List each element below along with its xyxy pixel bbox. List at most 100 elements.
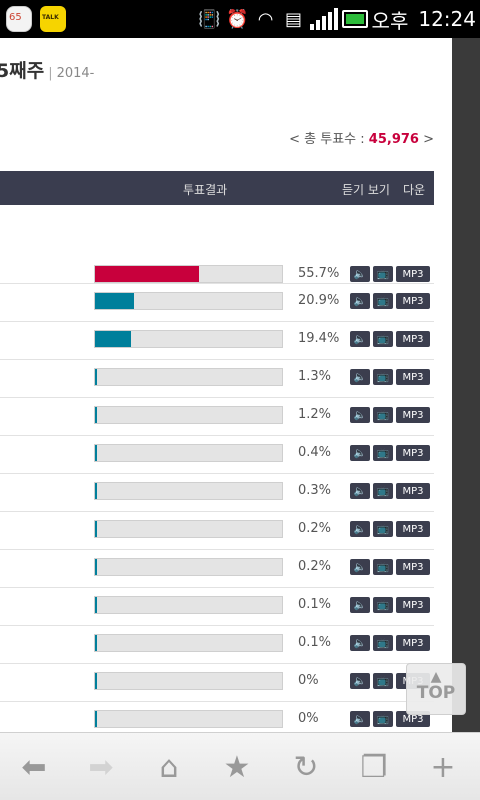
side-scroll-area[interactable] (452, 38, 480, 732)
add-icon[interactable]: + (430, 750, 456, 785)
listen-icon[interactable]: 🔈 (350, 559, 370, 575)
vote-bar-track (94, 444, 283, 462)
listen-icon[interactable]: 🔈 (350, 293, 370, 309)
status-bar: 65 TALK 📳 ⏰ ◠ ▤ 오후 12:24 (0, 0, 480, 38)
status-time: 12:24 (418, 7, 476, 31)
mp3-download-button[interactable]: MP3 (396, 407, 430, 423)
vote-bar-track (94, 330, 283, 348)
watch-video-icon[interactable]: 📺 (373, 521, 393, 537)
vote-bar-fill (95, 673, 97, 689)
vote-percent: 0.2% (298, 559, 332, 574)
table-row: 55.7% 🔈 📺 MP3 (0, 205, 434, 284)
watch-video-icon[interactable]: 📺 (373, 266, 393, 282)
watch-video-icon[interactable]: 📺 (373, 673, 393, 689)
sd-card-icon: ▤ (285, 8, 303, 30)
listen-icon[interactable]: 🔈 (350, 331, 370, 347)
vote-bar-track (94, 596, 283, 614)
table-row: 0%🔈📺MP3 (0, 664, 434, 702)
talk-label: TALK (42, 14, 59, 21)
vote-percent: 1.2% (298, 407, 332, 422)
watch-video-icon[interactable]: 📺 (373, 369, 393, 385)
kakaotalk-icon: TALK (40, 6, 66, 32)
mp3-download-button[interactable]: MP3 (396, 559, 430, 575)
header-listen: 듣기 보기 (342, 183, 390, 197)
vote-bar-track (94, 710, 283, 728)
vote-percent: 0% (298, 711, 319, 726)
mp3-download-button[interactable]: MP3 (396, 597, 430, 613)
total-votes-suffix: > (418, 132, 434, 147)
mp3-download-button[interactable]: MP3 (396, 293, 430, 309)
watch-video-icon[interactable]: 📺 (373, 331, 393, 347)
mail-badge: 65 (9, 12, 22, 23)
vote-bar-fill (95, 369, 98, 385)
header-result: 투표결과 (183, 183, 228, 197)
listen-icon[interactable]: 🔈 (350, 266, 370, 282)
mp3-download-button[interactable]: MP3 (396, 635, 430, 651)
table-row: 0.2% 🔈 📺 MP3 (0, 512, 434, 550)
vote-bar-track (94, 634, 283, 652)
forward-icon[interactable]: ➡ (88, 750, 114, 785)
table-header: 투표결과 듣기 보기 다운 (0, 171, 434, 205)
table-row: 19.4% 🔈 📺 MP3 (0, 322, 434, 360)
listen-icon[interactable]: 🔈 (350, 521, 370, 537)
watch-video-icon[interactable]: 📺 (373, 711, 393, 727)
table-row: 20.9% 🔈 📺 MP3 (0, 284, 434, 322)
mp3-download-button[interactable]: MP3 (396, 483, 430, 499)
page-content[interactable]: 5째주 | 2014- < 총 투표수 : 45,976 > 투표결과 듣기 보… (0, 38, 452, 732)
back-icon[interactable]: ⬅ (21, 750, 47, 785)
mp3-download-button[interactable]: MP3 (396, 521, 430, 537)
watch-video-icon[interactable]: 📺 (373, 597, 393, 613)
vote-bar-track (94, 558, 283, 576)
listen-icon[interactable]: 🔈 (350, 407, 370, 423)
listen-icon[interactable]: 🔈 (350, 673, 370, 689)
scroll-top-button[interactable]: ▲ TOP (406, 663, 466, 715)
vote-bar-track (94, 406, 283, 424)
watch-video-icon[interactable]: 📺 (373, 483, 393, 499)
mp3-download-button[interactable]: MP3 (396, 266, 430, 282)
listen-icon[interactable]: 🔈 (350, 597, 370, 613)
mail-notification-icon: 65 (6, 6, 32, 32)
vote-percent: 0.1% (298, 597, 332, 612)
alarm-icon: ⏰ (226, 8, 249, 30)
mp3-download-button[interactable]: MP3 (396, 711, 430, 727)
vote-percent: 1.3% (298, 369, 332, 384)
tabs-icon[interactable]: ❐ (360, 750, 388, 785)
vote-bar-fill (95, 559, 97, 575)
vote-bar-track (94, 265, 283, 283)
listen-icon[interactable]: 🔈 (350, 445, 370, 461)
mp3-download-button[interactable]: MP3 (396, 331, 430, 347)
vote-percent: 0.3% (298, 483, 332, 498)
vote-bar-track (94, 520, 283, 538)
vote-bar-fill (95, 407, 98, 423)
home-icon[interactable]: ⌂ (159, 750, 179, 785)
listen-icon[interactable]: 🔈 (350, 635, 370, 651)
browser-toolbar: ⬅ ➡ ⌂ ★ ↻ ❐ + (0, 732, 480, 800)
vote-results-list: 55.7% 🔈 📺 MP3 20.9% 🔈 📺 MP3 19.4% 🔈 📺 MP3 1.3% 🔈 📺 MP3 1… (0, 205, 434, 732)
vote-bar-fill (95, 711, 97, 727)
listen-icon[interactable]: 🔈 (350, 711, 370, 727)
bookmark-star-icon[interactable]: ★ (223, 750, 251, 785)
listen-icon[interactable]: 🔈 (350, 483, 370, 499)
vote-percent: 0% (298, 673, 319, 688)
title-separator: | (48, 66, 53, 81)
mp3-download-button[interactable]: MP3 (396, 369, 430, 385)
vote-bar-fill (95, 521, 97, 537)
total-votes: < 총 투표수 : 45,976 > (289, 128, 434, 147)
status-right: 📳 ⏰ ◠ ▤ 오후 12:24 (198, 4, 476, 34)
mp3-download-button[interactable]: MP3 (396, 445, 430, 461)
status-ampm: 오후 (371, 8, 409, 33)
listen-icon[interactable]: 🔈 (350, 369, 370, 385)
vibrate-icon: 📳 (198, 8, 221, 30)
header-download: 다운 (403, 183, 426, 197)
signal-icon (309, 8, 338, 30)
watch-video-icon[interactable]: 📺 (373, 635, 393, 651)
watch-video-icon[interactable]: 📺 (373, 559, 393, 575)
vote-bar-track (94, 368, 283, 386)
vote-bar-fill (95, 483, 97, 499)
watch-video-icon[interactable]: 📺 (373, 445, 393, 461)
refresh-icon[interactable]: ↻ (293, 750, 319, 785)
table-row: 0.1% 🔈 📺 MP3 (0, 626, 434, 664)
table-row: 0.4% 🔈 📺 MP3 (0, 436, 434, 474)
watch-video-icon[interactable]: 📺 (373, 293, 393, 309)
watch-video-icon[interactable]: 📺 (373, 407, 393, 423)
